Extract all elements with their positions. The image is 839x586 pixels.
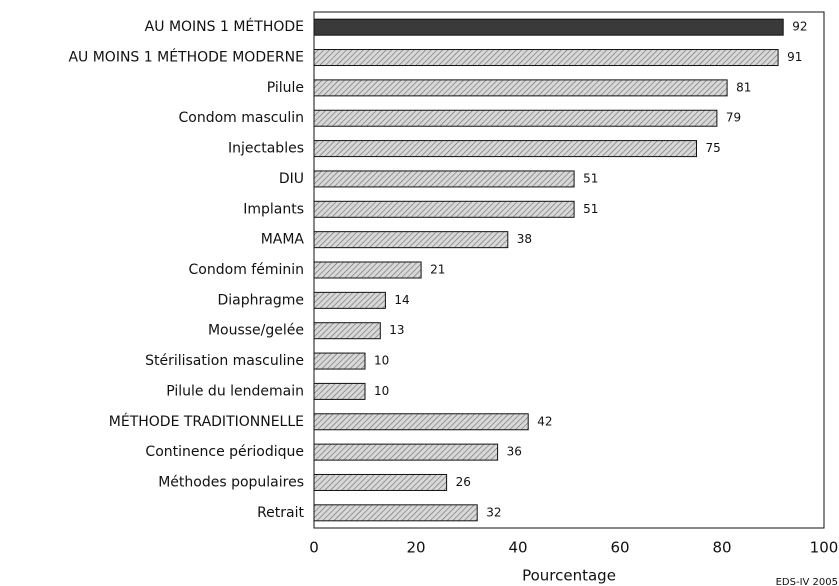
y-tick-label: Méthodes populaires bbox=[158, 474, 304, 490]
y-tick-label: Pilule bbox=[267, 80, 304, 96]
bar bbox=[313, 79, 728, 97]
bar bbox=[313, 382, 366, 400]
bar bbox=[313, 109, 718, 127]
value-label: 81 bbox=[736, 80, 751, 94]
value-label: 51 bbox=[583, 171, 598, 185]
bar bbox=[313, 443, 499, 461]
y-tick-label: Continence périodique bbox=[145, 444, 304, 460]
y-tick-label: Injectables bbox=[228, 141, 304, 157]
value-label: 91 bbox=[787, 50, 802, 64]
x-tick-label: 20 bbox=[406, 539, 425, 557]
bar bbox=[313, 473, 448, 491]
bar bbox=[313, 504, 478, 522]
y-tick-label: Condom masculin bbox=[179, 110, 305, 126]
x-tick-label: 40 bbox=[508, 539, 527, 557]
bar bbox=[313, 170, 575, 188]
y-tick-label: DIU bbox=[279, 171, 304, 187]
bar bbox=[313, 352, 366, 370]
x-tick-label: 100 bbox=[810, 539, 839, 557]
x-axis-label: Pourcentage bbox=[522, 567, 616, 585]
bar bbox=[313, 49, 779, 67]
value-label: 32 bbox=[486, 505, 501, 519]
bar bbox=[313, 231, 509, 249]
bar bbox=[313, 200, 575, 218]
y-tick-label: Pilule du lendemain bbox=[166, 383, 304, 399]
y-tick-label: Condom féminin bbox=[189, 262, 304, 278]
value-label: 26 bbox=[456, 475, 471, 489]
bar bbox=[313, 18, 784, 36]
value-label: 51 bbox=[583, 202, 598, 216]
y-tick-label: AU MOINS 1 MÉTHODE bbox=[145, 18, 304, 35]
y-tick-label: Implants bbox=[243, 201, 304, 217]
bar bbox=[313, 322, 381, 340]
y-tick-label: Diaphragme bbox=[218, 292, 304, 308]
value-label: 42 bbox=[537, 414, 552, 428]
value-label: 92 bbox=[792, 20, 807, 34]
bar bbox=[313, 140, 697, 158]
x-tick-label: 60 bbox=[610, 539, 629, 557]
y-tick-label: AU MOINS 1 MÉTHODE MODERNE bbox=[68, 49, 304, 66]
y-tick-label: MAMA bbox=[261, 232, 305, 248]
source: EDS-IV 2005 bbox=[776, 577, 838, 586]
y-tick-label: Stérilisation masculine bbox=[145, 353, 304, 369]
value-label: 75 bbox=[706, 141, 721, 155]
bar bbox=[313, 291, 386, 309]
x-tick-label: 80 bbox=[712, 539, 731, 557]
value-label: 38 bbox=[517, 232, 532, 246]
value-label: 21 bbox=[430, 263, 445, 277]
value-label: 13 bbox=[389, 323, 404, 337]
value-label: 79 bbox=[726, 111, 741, 125]
y-tick-label: Mousse/gelée bbox=[208, 323, 304, 339]
value-label: 14 bbox=[394, 293, 409, 307]
value-label: 36 bbox=[507, 445, 522, 459]
value-label: 10 bbox=[374, 384, 389, 398]
bar bbox=[313, 261, 422, 279]
y-tick-label: Retrait bbox=[257, 505, 304, 521]
y-tick-label: MÉTHODE TRADITIONNELLE bbox=[109, 413, 304, 430]
value-label: 10 bbox=[374, 354, 389, 368]
bar bbox=[313, 413, 529, 431]
x-tick-label: 0 bbox=[309, 539, 319, 557]
